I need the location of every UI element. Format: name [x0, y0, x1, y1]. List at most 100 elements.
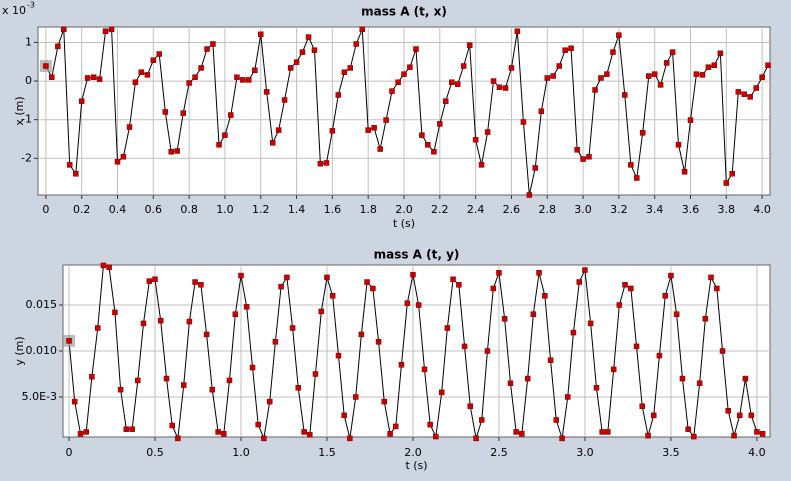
- data-line: [68, 264, 763, 441]
- data-point: [94, 325, 101, 331]
- data-point: [461, 343, 468, 350]
- data-point: [404, 300, 411, 306]
- data-point: [234, 74, 240, 80]
- data-point: [252, 67, 258, 74]
- data-point: [413, 46, 419, 52]
- x-tick-label: 3.6: [682, 203, 700, 216]
- data-point: [587, 320, 594, 327]
- data-point: [717, 50, 724, 57]
- data-point: [513, 429, 519, 435]
- x-tick-label: 1.0: [216, 203, 234, 216]
- data-point: [84, 75, 91, 81]
- data-point: [472, 137, 479, 143]
- data-point: [371, 125, 377, 131]
- data-point: [410, 271, 416, 278]
- data-point: [180, 382, 187, 388]
- data-point: [311, 47, 318, 53]
- data-point: [431, 148, 437, 155]
- x-tick-label: 1.8: [359, 203, 377, 216]
- data-point: [599, 429, 605, 435]
- data-point: [353, 41, 359, 47]
- y-tick-label: 0.010: [26, 344, 58, 357]
- x-tick-label: 2.5: [490, 446, 508, 459]
- data-point: [507, 380, 514, 386]
- x-tick-label: 4.0: [753, 203, 771, 216]
- data-point: [748, 412, 755, 419]
- data-point: [398, 362, 405, 368]
- data-point: [433, 433, 439, 440]
- data-point: [163, 375, 170, 382]
- data-point: [341, 69, 348, 75]
- data-point: [731, 432, 737, 439]
- data-point: [299, 49, 306, 55]
- x-tick-label: 0.8: [180, 203, 198, 216]
- data-point: [186, 318, 193, 325]
- data-point: [221, 431, 227, 437]
- x-tick-label: 3.8: [718, 203, 736, 216]
- data-point: [460, 63, 467, 69]
- data-point: [204, 46, 210, 52]
- data-point: [736, 412, 743, 419]
- data-point: [490, 285, 497, 292]
- data-point: [705, 64, 712, 70]
- data-point: [66, 162, 73, 168]
- data-point: [759, 74, 765, 80]
- data-point: [78, 98, 85, 104]
- data-point: [565, 394, 571, 400]
- data-point: [305, 34, 312, 40]
- data-point: [536, 270, 542, 276]
- data-point: [662, 293, 669, 299]
- data-point: [284, 274, 290, 281]
- data-point: [323, 160, 330, 166]
- data-point: [198, 282, 204, 288]
- data-point: [389, 88, 395, 94]
- data-point: [108, 26, 115, 33]
- data-point: [49, 74, 55, 80]
- data-point: [275, 127, 282, 133]
- data-point: [89, 374, 95, 380]
- data-point: [526, 192, 533, 198]
- x-tick-label: 0.4: [109, 203, 127, 216]
- data-point: [192, 279, 198, 285]
- data-point: [114, 159, 121, 165]
- x-tick-label: 0: [66, 446, 73, 459]
- x-tick-label: 0.6: [145, 203, 163, 216]
- data-point: [222, 132, 228, 138]
- data-point: [574, 147, 580, 153]
- data-point: [656, 352, 663, 359]
- x-tick-label: 1.6: [324, 203, 342, 216]
- x-tick-label: 0.2: [73, 203, 91, 216]
- data-point: [272, 339, 279, 345]
- data-point: [759, 431, 766, 437]
- data-point: [146, 278, 153, 284]
- data-point: [168, 148, 174, 155]
- data-point: [598, 75, 604, 81]
- data-point: [496, 84, 503, 90]
- data-point: [261, 435, 267, 442]
- data-point: [592, 87, 598, 93]
- data-point: [514, 28, 521, 34]
- x-tick-label: 1.5: [318, 446, 336, 459]
- data-point: [657, 82, 664, 88]
- x-tick-label: 1.0: [232, 446, 250, 459]
- data-point: [570, 329, 577, 336]
- data-point: [226, 377, 233, 384]
- x-tick-label: 2.2: [431, 203, 449, 216]
- data-point: [691, 433, 697, 440]
- data-point: [312, 371, 319, 377]
- data-point: [622, 282, 628, 288]
- x-tick-label: 2.8: [538, 203, 556, 216]
- data-point: [444, 325, 451, 331]
- data-point: [61, 26, 67, 33]
- data-point: [150, 57, 157, 63]
- data-point: [77, 431, 84, 437]
- data-point: [289, 325, 296, 331]
- x-tick-label: 1.2: [252, 203, 270, 216]
- x-tick-label: 4.0: [748, 446, 766, 459]
- data-point: [438, 389, 445, 396]
- x-tick-label: 3.5: [662, 446, 680, 459]
- data-point: [129, 426, 135, 432]
- data-point: [263, 89, 270, 95]
- data-point: [335, 92, 342, 98]
